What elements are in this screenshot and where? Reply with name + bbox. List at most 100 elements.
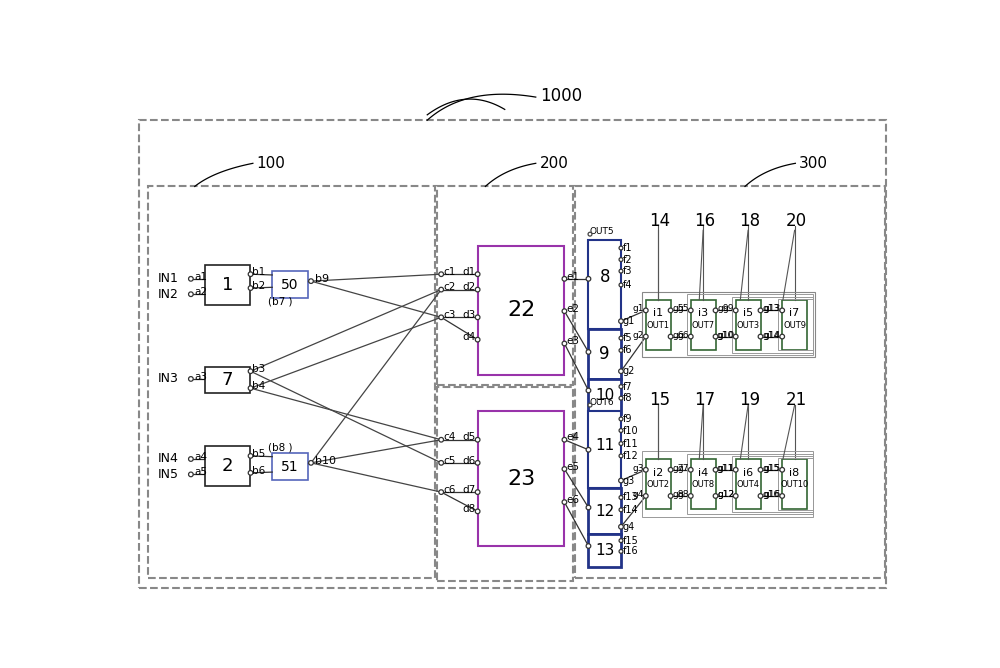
Text: 9: 9 <box>599 345 610 363</box>
Circle shape <box>562 500 567 504</box>
Circle shape <box>668 334 673 339</box>
Text: OUT6: OUT6 <box>590 397 615 407</box>
Circle shape <box>780 468 785 472</box>
Text: g15: g15 <box>762 464 779 473</box>
Text: f15: f15 <box>623 536 639 546</box>
Text: c3: c3 <box>444 310 456 320</box>
Circle shape <box>688 308 693 313</box>
Circle shape <box>713 468 718 472</box>
Bar <box>148 186 435 578</box>
Circle shape <box>619 417 623 421</box>
Bar <box>588 534 621 567</box>
Circle shape <box>733 468 738 472</box>
Text: i2: i2 <box>653 468 663 478</box>
Text: g12: g12 <box>717 490 734 499</box>
Text: 200: 200 <box>540 156 568 171</box>
Text: 300: 300 <box>799 156 828 171</box>
Circle shape <box>562 467 567 472</box>
Bar <box>437 387 573 580</box>
Text: g7: g7 <box>678 464 689 473</box>
Text: IN4: IN4 <box>158 452 178 466</box>
Bar <box>646 300 671 349</box>
Text: i6: i6 <box>743 468 753 478</box>
Text: 1000: 1000 <box>540 87 582 105</box>
Text: f16: f16 <box>623 546 639 556</box>
Circle shape <box>688 494 693 498</box>
Text: f5: f5 <box>623 333 633 343</box>
Circle shape <box>586 349 591 354</box>
Text: OUT8: OUT8 <box>692 480 715 489</box>
Text: e1: e1 <box>567 271 580 281</box>
Text: (b7 ): (b7 ) <box>268 296 293 306</box>
Bar <box>588 488 621 534</box>
Text: g9: g9 <box>723 305 734 313</box>
Text: f7: f7 <box>623 381 633 391</box>
Text: OUT10: OUT10 <box>780 480 809 489</box>
Circle shape <box>619 524 623 529</box>
Bar <box>691 300 716 349</box>
Text: 7: 7 <box>222 371 233 389</box>
Circle shape <box>586 448 591 452</box>
Text: g14: g14 <box>762 331 779 339</box>
Circle shape <box>733 494 738 498</box>
Circle shape <box>643 308 648 313</box>
Text: f10: f10 <box>623 426 639 436</box>
Text: g13: g13 <box>762 305 779 313</box>
Bar <box>732 297 813 353</box>
Bar <box>736 459 761 509</box>
Circle shape <box>588 403 592 407</box>
Text: d7: d7 <box>463 485 476 495</box>
Text: b3: b3 <box>252 364 265 374</box>
Circle shape <box>439 315 444 319</box>
Text: g3: g3 <box>633 464 644 473</box>
Circle shape <box>439 438 444 442</box>
Text: a3: a3 <box>194 371 207 381</box>
Bar <box>782 459 807 509</box>
Bar <box>205 367 250 393</box>
Circle shape <box>643 468 648 472</box>
Text: IN2: IN2 <box>158 288 178 301</box>
Text: 50: 50 <box>281 278 299 292</box>
Bar <box>205 265 250 305</box>
Circle shape <box>780 334 785 339</box>
Text: i8: i8 <box>789 468 800 478</box>
Text: (b8 ): (b8 ) <box>268 442 293 452</box>
Text: g13: g13 <box>763 305 781 313</box>
Text: i3: i3 <box>698 309 708 319</box>
Circle shape <box>586 505 591 510</box>
Circle shape <box>475 460 480 465</box>
Text: 21: 21 <box>786 391 807 409</box>
Bar <box>736 300 761 349</box>
Circle shape <box>189 457 193 462</box>
Circle shape <box>688 468 693 472</box>
Text: OUT9: OUT9 <box>783 321 806 329</box>
Circle shape <box>439 460 444 465</box>
Circle shape <box>189 277 193 281</box>
Text: 14: 14 <box>649 212 670 230</box>
Text: g4: g4 <box>633 490 644 499</box>
Text: i5: i5 <box>743 309 753 319</box>
Text: 8: 8 <box>599 267 610 285</box>
Text: f12: f12 <box>623 451 639 461</box>
Circle shape <box>475 315 480 319</box>
Text: g1: g1 <box>623 316 635 326</box>
Text: g11: g11 <box>717 464 734 473</box>
Text: f14: f14 <box>623 505 639 515</box>
Text: a5: a5 <box>194 467 207 477</box>
Bar <box>574 186 885 578</box>
Text: g1: g1 <box>633 305 644 313</box>
Circle shape <box>189 472 193 477</box>
Text: IN1: IN1 <box>158 273 178 285</box>
Circle shape <box>619 369 623 373</box>
Text: g6: g6 <box>678 331 689 339</box>
Text: d8: d8 <box>463 504 476 514</box>
Text: i4: i4 <box>698 468 708 478</box>
Bar <box>272 453 308 480</box>
Circle shape <box>758 334 763 339</box>
Circle shape <box>619 538 623 542</box>
Circle shape <box>758 468 763 472</box>
Text: 1: 1 <box>222 276 233 294</box>
Text: e5: e5 <box>567 462 580 472</box>
Text: 18: 18 <box>739 212 760 230</box>
Circle shape <box>309 460 313 465</box>
